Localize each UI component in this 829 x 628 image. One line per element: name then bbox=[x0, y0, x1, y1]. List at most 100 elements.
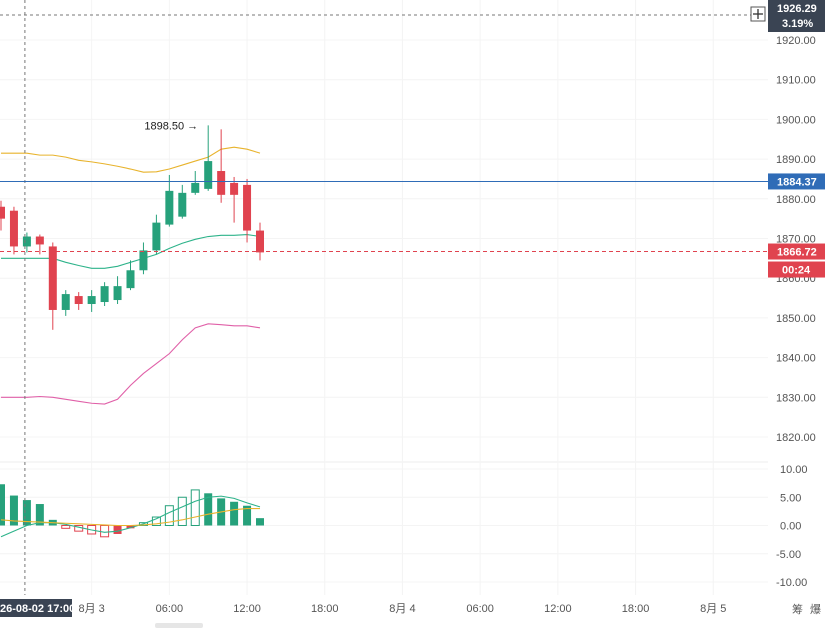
macd-bar bbox=[230, 501, 239, 526]
macd-bar bbox=[113, 525, 122, 534]
macd-bar bbox=[243, 505, 252, 526]
x-axis: 8月 3 06:00 12:00 18:00 8月 4 06:00 12:00 18:00 8月… bbox=[0, 599, 821, 628]
candle-body bbox=[178, 192, 187, 217]
price-badge-text: 1884.37 bbox=[777, 176, 817, 188]
macd-bar bbox=[22, 500, 31, 526]
candle-body bbox=[74, 296, 83, 305]
time-tick-label: 12:00 bbox=[544, 603, 572, 615]
candle-body bbox=[87, 296, 96, 305]
candle-body bbox=[9, 210, 18, 247]
macd-dea-line bbox=[0, 507, 260, 527]
time-tick-label: 8月 5 bbox=[700, 603, 726, 615]
price-tick-label: 1910.00 bbox=[776, 75, 816, 87]
candle-body bbox=[165, 190, 174, 225]
time-tick-label: 12:00 bbox=[233, 603, 261, 615]
candle bbox=[35, 234, 44, 255]
price-tick-label: 1900.00 bbox=[776, 114, 816, 126]
candle bbox=[9, 206, 18, 255]
time-tick-label: 06:00 bbox=[156, 603, 184, 615]
price-tick-label: 1890.00 bbox=[776, 154, 816, 166]
candle bbox=[0, 200, 5, 231]
candle bbox=[178, 184, 187, 219]
macd-tick-label: -5.00 bbox=[776, 549, 801, 561]
candles bbox=[0, 125, 264, 330]
candle bbox=[139, 242, 148, 275]
candle bbox=[48, 242, 57, 330]
time-tick-label: 06:00 bbox=[466, 603, 494, 615]
candle-body bbox=[139, 250, 148, 271]
macd-tick-label: 0.00 bbox=[780, 521, 801, 533]
price-tick-label: 1830.00 bbox=[776, 392, 816, 404]
axis-background bbox=[768, 0, 829, 628]
macd-tick-label: 10.00 bbox=[780, 464, 808, 476]
macd-bar bbox=[61, 525, 71, 529]
crosshair-change: 3.19% bbox=[782, 18, 813, 30]
corner-label[interactable]: 筹 bbox=[792, 602, 803, 616]
candle bbox=[87, 290, 96, 312]
price-tick-label: 1840.00 bbox=[776, 353, 816, 365]
macd-bar bbox=[0, 484, 5, 526]
candle-body bbox=[243, 184, 252, 231]
price-tick-label: 1920.00 bbox=[776, 35, 816, 47]
candle-body bbox=[35, 236, 44, 245]
crosshair-price-box bbox=[768, 0, 825, 32]
candle-body bbox=[48, 246, 57, 310]
candle bbox=[191, 171, 200, 195]
candle-body bbox=[0, 206, 5, 219]
timer-badge-text: 00:24 bbox=[782, 265, 811, 277]
y-axis: 1920.00 1910.00 1900.00 1890.00 1880.00 1870.… bbox=[768, 0, 829, 628]
candle bbox=[152, 214, 161, 255]
price-tick-label: 1820.00 bbox=[776, 432, 816, 444]
macd-bar bbox=[126, 525, 135, 529]
price-badge-text: 1866.72 bbox=[777, 247, 817, 259]
plus-icon[interactable] bbox=[750, 6, 766, 22]
candle-body bbox=[126, 270, 135, 289]
macd-panel bbox=[0, 484, 264, 538]
candle bbox=[61, 290, 70, 316]
macd-bar bbox=[204, 493, 213, 526]
upper-band-line bbox=[1, 146, 261, 173]
candle bbox=[243, 178, 252, 243]
price-tick-label: 1880.00 bbox=[776, 194, 816, 206]
time-tick-label: 18:00 bbox=[622, 603, 650, 615]
macd-bar bbox=[164, 505, 174, 527]
candle bbox=[100, 282, 109, 306]
candle-body bbox=[113, 286, 122, 301]
time-tick-label: 18:00 bbox=[311, 603, 339, 615]
price-tick-label: 1850.00 bbox=[776, 313, 816, 325]
candle bbox=[165, 174, 174, 227]
candle-body bbox=[22, 236, 31, 247]
macd-bar bbox=[151, 516, 161, 527]
macd-tick-label: 5.00 bbox=[780, 492, 801, 504]
candle-body bbox=[61, 294, 70, 310]
crosshair-time-box bbox=[0, 599, 72, 617]
candle-body bbox=[217, 171, 226, 195]
time-tick-label: 8月 4 bbox=[389, 603, 415, 615]
time-tick-label: 8月 3 bbox=[79, 603, 105, 615]
candle bbox=[113, 276, 122, 305]
macd-tick-label: -10.00 bbox=[776, 577, 807, 589]
candle-body bbox=[230, 182, 239, 195]
corner-label[interactable]: 爆 bbox=[810, 602, 821, 616]
timer-badge bbox=[768, 261, 825, 278]
crosshair-price: 1926.29 bbox=[777, 3, 817, 15]
lower-band-line bbox=[1, 323, 261, 405]
candle bbox=[126, 260, 135, 291]
candle bbox=[217, 129, 226, 203]
candle bbox=[256, 222, 264, 261]
candle-body bbox=[256, 230, 264, 253]
price-tick-label: 1870.00 bbox=[776, 234, 816, 246]
candle bbox=[230, 176, 239, 223]
macd-bar bbox=[35, 504, 44, 526]
candle-body bbox=[100, 286, 109, 303]
price-badge bbox=[768, 173, 825, 190]
price-badge bbox=[768, 243, 825, 260]
scrollbar-thumb[interactable] bbox=[155, 623, 203, 628]
candle-body bbox=[191, 182, 200, 193]
macd-bar bbox=[100, 525, 110, 538]
overlays: 1898.50 → bbox=[0, 0, 829, 595]
candle bbox=[22, 232, 31, 253]
macd-bar bbox=[177, 496, 187, 526]
macd-bar bbox=[190, 489, 200, 526]
